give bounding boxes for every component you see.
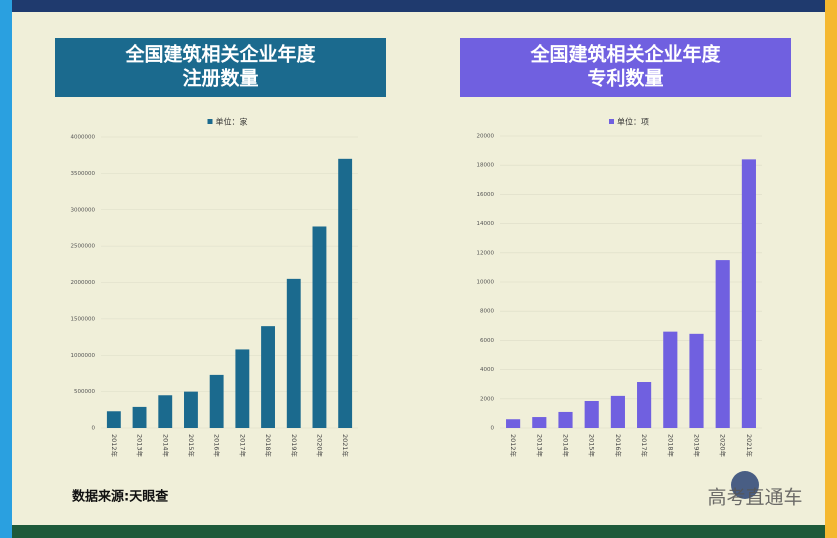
title-box bbox=[55, 38, 386, 97]
bar bbox=[689, 333, 704, 428]
bar bbox=[715, 260, 730, 428]
bar bbox=[286, 278, 301, 428]
bar bbox=[106, 411, 121, 428]
y-tick-label: 3000000 bbox=[71, 207, 96, 213]
chart-title: 专利数量 bbox=[587, 67, 663, 90]
bar bbox=[506, 419, 521, 428]
source: 数据来源:天眼查 bbox=[72, 489, 169, 505]
chart-title: 注册数量 bbox=[182, 67, 258, 90]
bar bbox=[209, 374, 224, 428]
legend-label: 单位：家 bbox=[216, 117, 248, 127]
x-tick-label: 2018年 bbox=[666, 434, 675, 458]
y-tick-label: 3500000 bbox=[71, 171, 96, 177]
x-tick-label: 2012年 bbox=[110, 434, 119, 458]
x-tick-label: 2013年 bbox=[535, 434, 544, 458]
y-tick-label: 4000 bbox=[480, 367, 494, 373]
x-tick-label: 2021年 bbox=[341, 434, 350, 458]
bar bbox=[132, 406, 147, 428]
bar bbox=[184, 391, 198, 428]
legend-swatch bbox=[207, 119, 213, 124]
bar bbox=[610, 395, 625, 428]
y-tick-label: 2500000 bbox=[71, 244, 96, 250]
y-tick-label: 2000000 bbox=[71, 280, 96, 286]
y-tick-label: 12000 bbox=[477, 250, 495, 256]
bottom-strip bbox=[0, 525, 837, 538]
x-tick-label: 2015年 bbox=[187, 434, 196, 458]
right-strip bbox=[825, 0, 837, 538]
top-strip bbox=[0, 0, 837, 12]
watermark: 高考直通车 bbox=[707, 487, 802, 509]
bar bbox=[584, 400, 599, 428]
x-tick-label: 2020年 bbox=[315, 434, 324, 458]
x-tick-label: 2014年 bbox=[562, 434, 571, 458]
left-strip bbox=[0, 0, 12, 538]
x-tick-label: 2019年 bbox=[693, 434, 702, 458]
x-tick-label: 2015年 bbox=[588, 434, 597, 458]
bar bbox=[558, 411, 573, 428]
bar bbox=[663, 331, 678, 428]
y-tick-label: 6000 bbox=[480, 338, 494, 344]
y-tick-label: 0 bbox=[92, 426, 96, 432]
y-tick-label: 20000 bbox=[477, 134, 495, 140]
x-tick-label: 2020年 bbox=[719, 434, 728, 458]
chart-title: 全国建筑相关企业年度 bbox=[529, 43, 721, 66]
bar bbox=[741, 159, 756, 429]
y-tick-label: 500000 bbox=[74, 389, 95, 395]
x-tick-label: 2017年 bbox=[238, 434, 247, 458]
y-tick-label: 1000000 bbox=[71, 353, 96, 359]
x-tick-label: 2017年 bbox=[640, 434, 649, 458]
x-tick-label: 2021年 bbox=[745, 434, 754, 458]
legend-label: 单位：项 bbox=[617, 117, 649, 127]
x-tick-label: 2013年 bbox=[136, 434, 145, 458]
x-tick-label: 2014年 bbox=[161, 434, 170, 458]
y-tick-label: 4000000 bbox=[71, 135, 96, 141]
bar bbox=[532, 417, 547, 428]
chart-title: 全国建筑相关企业年度 bbox=[124, 43, 316, 66]
x-tick-label: 2016年 bbox=[213, 434, 222, 458]
legend-swatch bbox=[609, 119, 614, 124]
bar bbox=[261, 326, 275, 428]
bar bbox=[312, 226, 327, 428]
bar bbox=[637, 382, 652, 428]
bar bbox=[235, 349, 250, 428]
x-tick-label: 2012年 bbox=[509, 434, 518, 458]
y-tick-label: 16000 bbox=[477, 192, 495, 198]
y-tick-label: 14000 bbox=[477, 221, 495, 227]
y-tick-label: 18000 bbox=[477, 163, 495, 169]
x-tick-label: 2018年 bbox=[264, 434, 273, 458]
title-box bbox=[460, 38, 791, 97]
logo bbox=[731, 471, 759, 499]
bar bbox=[158, 395, 173, 428]
y-tick-label: 1500000 bbox=[71, 316, 96, 322]
x-tick-label: 2019年 bbox=[290, 434, 299, 458]
y-tick-label: 2000 bbox=[480, 396, 494, 402]
y-tick-label: 8000 bbox=[480, 309, 494, 315]
y-tick-label: 10000 bbox=[477, 280, 495, 286]
x-tick-label: 2016年 bbox=[614, 434, 623, 458]
y-tick-label: 0 bbox=[491, 426, 495, 432]
bar bbox=[338, 158, 353, 428]
